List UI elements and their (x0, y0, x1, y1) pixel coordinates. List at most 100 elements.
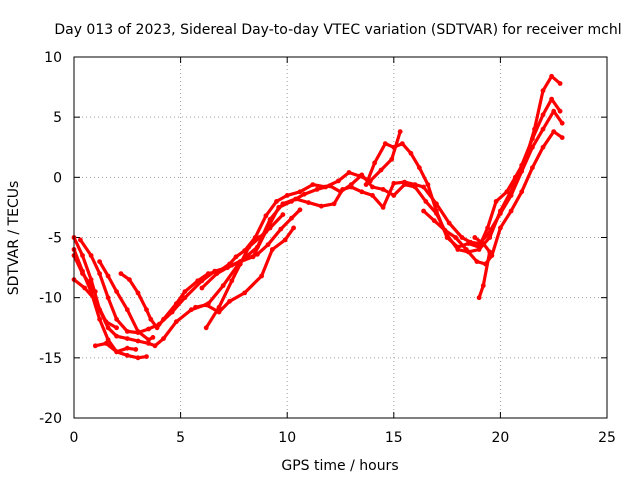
data-point (263, 213, 269, 219)
data-point (265, 242, 271, 248)
data-point (476, 295, 482, 301)
data-point (380, 187, 386, 192)
data-point (278, 226, 284, 232)
data-point (444, 235, 450, 240)
data-point (487, 235, 493, 240)
data-point (203, 325, 209, 331)
data-point (487, 249, 493, 255)
data-point (103, 319, 109, 325)
data-point (161, 336, 166, 341)
data-point (203, 302, 209, 308)
data-point (92, 343, 98, 349)
data-point (280, 212, 286, 218)
data-point (229, 278, 235, 284)
data-point (363, 182, 369, 188)
data-point (199, 285, 205, 291)
x-tick-label: 25 (598, 430, 616, 446)
data-point (135, 329, 141, 334)
data-point (80, 253, 85, 258)
data-point (135, 355, 141, 361)
data-point (523, 155, 529, 161)
data-point (397, 129, 403, 135)
data-point (188, 307, 194, 313)
data-point (150, 335, 156, 340)
series-line-track-6 (72, 253, 97, 294)
data-point (412, 184, 418, 190)
data-point (242, 256, 248, 262)
data-point (146, 337, 152, 343)
grid-lines (74, 57, 607, 418)
series-line-track-3 (78, 97, 562, 335)
data-point (480, 283, 486, 288)
data-point (474, 259, 480, 264)
data-point (216, 304, 222, 310)
data-point (227, 298, 233, 304)
data-point (114, 316, 119, 322)
data-point (480, 241, 486, 246)
data-point (557, 81, 563, 86)
data-point (493, 199, 499, 204)
data-point (105, 295, 111, 301)
data-point (114, 289, 119, 294)
data-point (282, 237, 288, 243)
data-point (242, 290, 248, 296)
data-point (421, 208, 426, 214)
data-point (336, 178, 341, 184)
data-point (301, 191, 307, 197)
data-point (446, 220, 452, 226)
data-point (291, 225, 296, 231)
data-point (382, 141, 388, 147)
data-point (118, 271, 124, 276)
series-group (71, 73, 565, 361)
data-point (269, 247, 275, 252)
data-point (152, 343, 158, 349)
data-point (135, 290, 141, 296)
data-point (559, 135, 565, 141)
data-point (519, 189, 525, 195)
data-point (297, 189, 303, 195)
data-point (442, 227, 448, 233)
data-point (540, 88, 546, 94)
series-line-track-9 (422, 130, 564, 266)
data-point (472, 235, 478, 240)
data-point (540, 126, 546, 132)
data-point (417, 165, 422, 171)
data-point (370, 193, 375, 198)
data-point (391, 180, 397, 186)
data-point (425, 182, 431, 188)
data-point (402, 182, 407, 188)
data-point (391, 193, 397, 198)
data-point (267, 225, 273, 231)
data-point (274, 199, 279, 204)
data-point (124, 345, 130, 351)
data-point (259, 273, 264, 279)
data-point (124, 353, 130, 358)
data-point (530, 144, 535, 150)
data-point (205, 271, 211, 276)
data-point (144, 307, 149, 313)
data-point (97, 316, 102, 322)
data-point (318, 203, 324, 209)
plot-frame (73, 56, 608, 419)
data-point (195, 278, 201, 284)
y-tick-label: 0 (53, 170, 62, 186)
data-point (154, 325, 160, 331)
data-point (498, 225, 503, 231)
data-point (508, 208, 514, 214)
data-point (92, 297, 98, 303)
data-point (476, 244, 482, 250)
x-tick-label: 15 (385, 430, 403, 446)
axis-ticks: 0 5 10 15 20 25 -20 -15 -10 -5 0 5 10 (39, 50, 616, 446)
y-axis-label: SDTVAR / TECUs (6, 181, 22, 296)
data-point (391, 144, 397, 150)
y-tick-label: -10 (39, 291, 62, 307)
data-point (540, 112, 546, 118)
data-point (346, 170, 352, 175)
data-point (289, 199, 294, 204)
data-point (378, 167, 384, 173)
data-point (97, 259, 102, 264)
y-tick-label: 10 (44, 50, 62, 66)
data-point (559, 120, 565, 126)
data-point (182, 289, 188, 294)
